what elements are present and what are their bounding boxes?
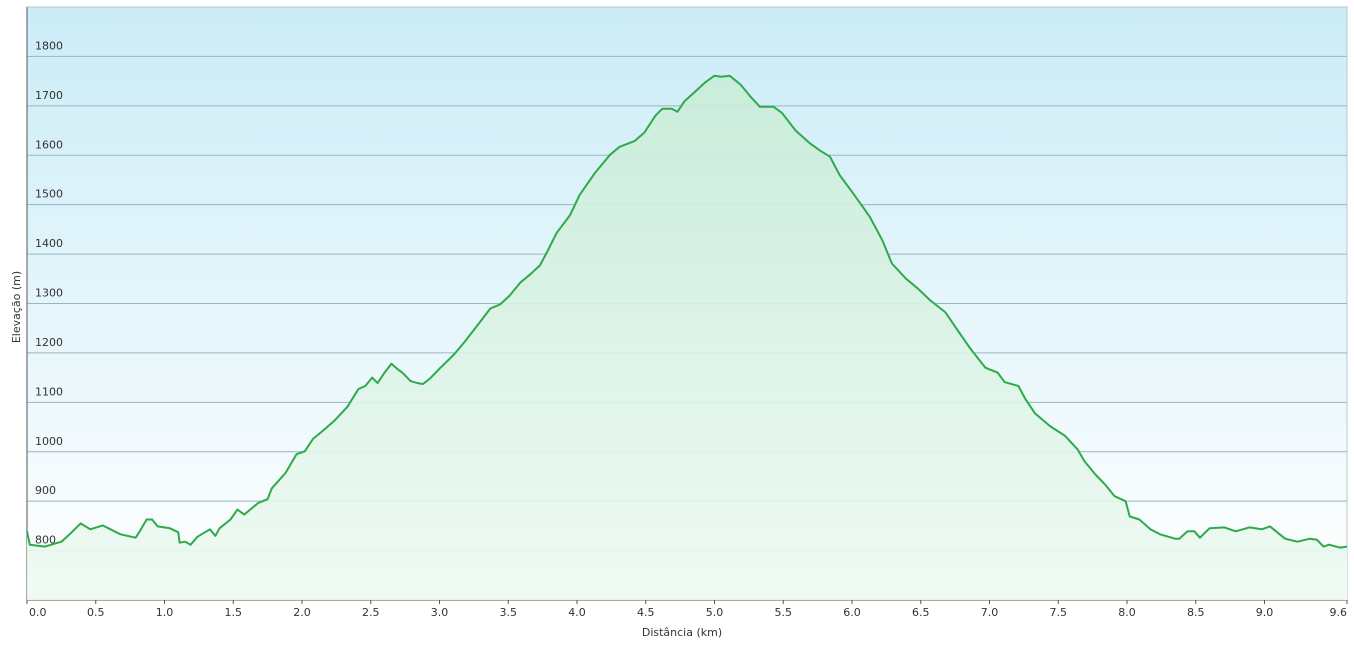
y-tick-label: 1700	[35, 89, 63, 102]
y-tick-label: 1200	[35, 336, 63, 349]
y-tick-label: 900	[35, 484, 56, 497]
x-tick-label: 2.0	[293, 606, 311, 619]
y-tick-label: 800	[35, 534, 56, 547]
x-tick-label: 1.0	[156, 606, 174, 619]
elevation-line	[26, 74, 1348, 549]
y-axis-title: Elevação (m)	[10, 271, 23, 343]
x-tick-label: 6.5	[912, 606, 930, 619]
x-tick-label: 4.5	[637, 606, 655, 619]
x-tick-label: 9.6	[1330, 606, 1348, 619]
x-tick-label: 6.0	[843, 606, 861, 619]
y-tick-label: 1300	[35, 287, 63, 300]
y-tick-label: 1100	[35, 385, 63, 398]
x-tick-label: 3.0	[431, 606, 449, 619]
x-tick-label: 4.0	[568, 606, 586, 619]
y-tick-label: 1600	[35, 138, 63, 151]
x-tick-label: 7.0	[981, 606, 999, 619]
x-tick-label: 2.5	[362, 606, 380, 619]
x-tick-label: 3.5	[500, 606, 518, 619]
x-tick-label: 8.0	[1118, 606, 1136, 619]
y-tick-label: 1800	[35, 39, 63, 52]
y-tick-label: 1000	[35, 435, 63, 448]
x-tick-label: 1.5	[225, 606, 243, 619]
x-tick-label: 5.5	[775, 606, 793, 619]
x-tick-label: 5.0	[706, 606, 724, 619]
x-tick-label: 9.0	[1256, 606, 1274, 619]
x-tick-label: 7.5	[1050, 606, 1068, 619]
y-tick-label: 1500	[35, 188, 63, 201]
x-tick-label: 8.5	[1187, 606, 1205, 619]
x-tick-label: 0.5	[87, 606, 105, 619]
y-tick-label: 1400	[35, 237, 63, 250]
x-tick-label: 0.0	[29, 606, 47, 619]
x-axis-title: Distância (km)	[642, 626, 722, 639]
area-fill	[27, 75, 1347, 600]
